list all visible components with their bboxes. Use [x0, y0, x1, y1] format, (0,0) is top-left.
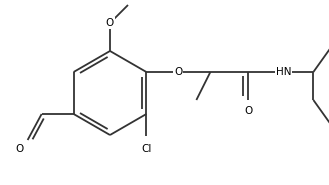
Text: O: O: [244, 106, 252, 116]
Text: O: O: [174, 67, 183, 77]
Text: O: O: [106, 18, 114, 28]
Text: HN: HN: [276, 67, 291, 77]
Text: O: O: [15, 144, 24, 154]
Text: Cl: Cl: [141, 144, 152, 154]
